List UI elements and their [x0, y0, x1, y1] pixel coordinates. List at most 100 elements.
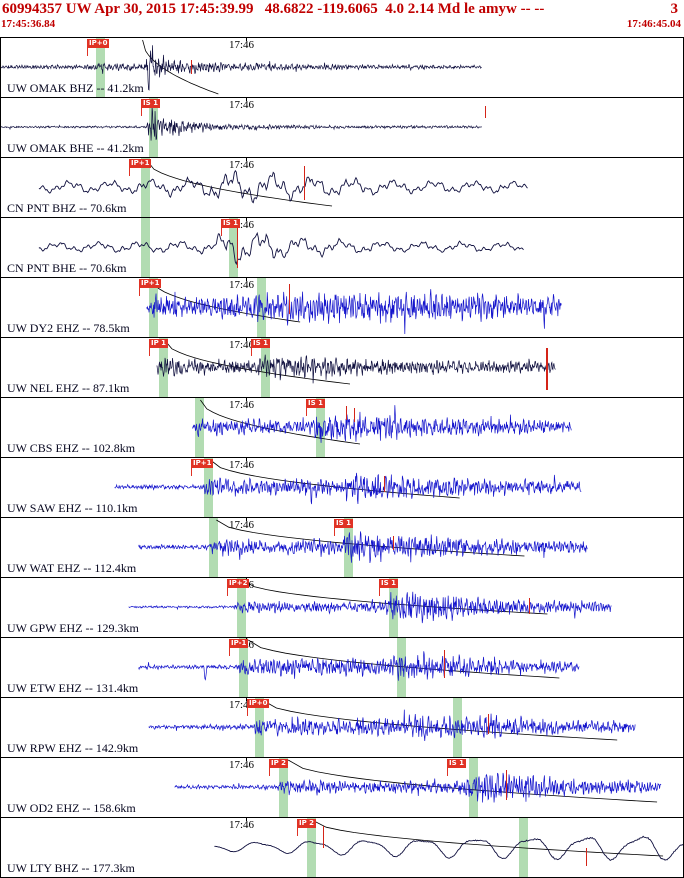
- window-end-time: 17:46:45.04: [626, 18, 681, 30]
- waveform[interactable]: [1, 758, 683, 817]
- coda-decay-curve: [152, 279, 301, 323]
- trace-panel[interactable]: 17:46 UW OD2 EHZ -- 158.6km IP 2 IS 1: [1, 758, 683, 818]
- trace-panel[interactable]: 17:46 UW OMAK BHZ -- 41.2km IP+0: [1, 38, 683, 98]
- phase-pick-flag[interactable]: IP 1: [149, 339, 169, 356]
- minute-label: 17:46: [229, 759, 255, 771]
- waveform-path: [174, 772, 662, 803]
- amplitude-tick-icon[interactable]: [393, 536, 394, 550]
- trace-label: UW LTY BHZ -- 177.3km: [7, 861, 135, 875]
- trace-panel[interactable]: 17:46 UW OMAK BHE -- 41.2km IS 1: [1, 98, 683, 158]
- phase-pick-flag[interactable]: IS 1: [221, 219, 240, 236]
- pick-stem-icon: [141, 108, 142, 116]
- waveform-path: [156, 354, 556, 384]
- phase-pick-flag[interactable]: IS 1: [306, 399, 325, 416]
- trace-panel[interactable]: 17:46 UW ETW EHZ -- 131.4km IP-1: [1, 638, 683, 698]
- amplitude-tick-icon[interactable]: [304, 166, 305, 200]
- waveform[interactable]: [1, 398, 683, 457]
- waveform-path: [1, 107, 482, 141]
- phase-pick-flag[interactable]: IS 1: [141, 99, 160, 116]
- waveform[interactable]: [1, 518, 683, 577]
- phase-pick-flag[interactable]: IS 1: [447, 759, 466, 776]
- pick-stem-icon: [447, 768, 448, 776]
- minute-label: 17:46: [229, 519, 255, 531]
- amplitude-tick-icon[interactable]: [586, 848, 587, 866]
- pick-stem-icon: [87, 48, 88, 56]
- trace-panel[interactable]: 17:46 UW DY2 EHZ -- 78.5km IP+1: [1, 278, 683, 338]
- amplitude-tick-icon[interactable]: [191, 60, 192, 74]
- minute-tick-icon: [246, 458, 247, 461]
- trace-label: UW GPW EHZ -- 129.3km: [7, 621, 139, 635]
- phase-pick-flag[interactable]: IS 1: [334, 519, 353, 536]
- minute-tick-icon: [246, 38, 247, 41]
- minute-tick-icon: [246, 518, 247, 521]
- waveform[interactable]: [1, 818, 683, 877]
- trace-panel[interactable]: 17:46 UW SAW EHZ -- 110.1km IP+1: [1, 458, 683, 518]
- waveform[interactable]: [1, 638, 683, 697]
- pick-stem-icon: [227, 588, 228, 596]
- phase-pick-flag[interactable]: IP+1: [139, 279, 162, 296]
- phase-pick-flag[interactable]: IP+2: [227, 579, 250, 596]
- waveform[interactable]: [1, 338, 683, 397]
- amplitude-tick-icon[interactable]: [529, 598, 530, 614]
- header: 60994357 UW Apr 30, 2015 17:45:39.99 48.…: [0, 0, 684, 37]
- pick-stem-icon: [247, 708, 248, 716]
- waveform[interactable]: [1, 698, 683, 757]
- trace-panel[interactable]: 17:46 UW GPW EHZ -- 129.3km IP+2IS 1: [1, 578, 683, 638]
- amplitude-tick-icon[interactable]: [444, 650, 445, 678]
- amplitude-tick-icon[interactable]: [384, 476, 385, 492]
- amplitude-tick-icon[interactable]: [323, 826, 324, 848]
- waveform[interactable]: [1, 278, 683, 337]
- trace-panel[interactable]: 17:46 CN PNT BHE -- 70.6km IS 1: [1, 218, 683, 278]
- waveform[interactable]: [1, 98, 683, 157]
- phase-pick-flag[interactable]: IP+0: [247, 699, 270, 716]
- amplitude-tick-icon[interactable]: [485, 106, 486, 118]
- waveform[interactable]: [1, 458, 683, 517]
- trace-panel[interactable]: 17:46 UW LTY BHZ -- 177.3km IP 2: [1, 818, 683, 878]
- trace-label: UW SAW EHZ -- 110.1km: [7, 501, 138, 515]
- phase-pick-flag[interactable]: IP+0: [87, 39, 110, 56]
- amplitude-tick-icon[interactable]: [237, 226, 238, 268]
- amplitude-tick-icon[interactable]: [506, 770, 507, 800]
- minute-tick-icon: [246, 398, 247, 401]
- phase-pick-flag[interactable]: IP-1: [229, 639, 249, 656]
- phase-pick-flag[interactable]: IP 2: [269, 759, 289, 776]
- trace-panel[interactable]: 17:46 UW RPW EHZ -- 142.9km IP+0: [1, 698, 683, 758]
- trace-label: UW OD2 EHZ -- 158.6km: [7, 801, 136, 815]
- waveform[interactable]: [1, 218, 683, 277]
- trace-panel[interactable]: 17:46 UW NEL EHZ -- 87.1km IP 1 IS 1: [1, 338, 683, 398]
- waveform-path: [138, 531, 588, 564]
- trace-panels: 17:46 UW OMAK BHZ -- 41.2km IP+0 17:46 U…: [0, 37, 684, 878]
- amplitude-tick-icon[interactable]: [546, 348, 548, 390]
- phase-pick-band: [307, 818, 316, 877]
- phase-pick-flag[interactable]: IS 1: [379, 579, 398, 596]
- phase-pick-band: [159, 338, 168, 397]
- trace-label: UW OMAK BHE -- 41.2km: [7, 141, 144, 155]
- phase-pick-flag[interactable]: IP+1: [129, 159, 152, 176]
- phase-pick-flag[interactable]: IP 2: [297, 819, 317, 836]
- waveform[interactable]: [1, 578, 683, 637]
- pick-stem-icon: [269, 768, 270, 776]
- waveform-path: [114, 472, 582, 505]
- minute-label: 17:46: [229, 459, 255, 471]
- pick-stem-icon: [251, 348, 252, 356]
- amplitude-tick-icon[interactable]: [289, 284, 290, 314]
- minute-label: 17:46: [229, 339, 255, 351]
- trace-panel[interactable]: 17:46 CN PNT BHZ -- 70.6km IP+1: [1, 158, 683, 218]
- coda-decay-curve: [216, 519, 525, 557]
- trace-panel[interactable]: 17:46 UW WAT EHZ -- 112.4km IS 1: [1, 518, 683, 578]
- minute-tick-icon: [246, 98, 247, 101]
- minute-label: 17:46: [229, 39, 255, 51]
- amplitude-tick-icon[interactable]: [488, 714, 489, 734]
- trace-panel[interactable]: 17:46 UW CBS EHZ -- 102.8km IS 1: [1, 398, 683, 458]
- header-line-1: 60994357 UW Apr 30, 2015 17:45:39.99 48.…: [0, 0, 684, 18]
- minute-tick-icon: [246, 218, 247, 221]
- phase-pick-flag[interactable]: IS 1: [251, 339, 270, 356]
- waveform[interactable]: [1, 38, 683, 97]
- page-number: 3: [670, 1, 679, 17]
- amplitude-tick-icon[interactable]: [346, 406, 347, 420]
- phase-pick-flag[interactable]: IP+1: [191, 459, 214, 476]
- amplitude-tick-icon[interactable]: [354, 408, 355, 422]
- header-line-2: 17:45:36.84 17:46:45.04: [0, 18, 684, 30]
- minute-tick-icon: [246, 338, 247, 341]
- waveform[interactable]: [1, 158, 683, 217]
